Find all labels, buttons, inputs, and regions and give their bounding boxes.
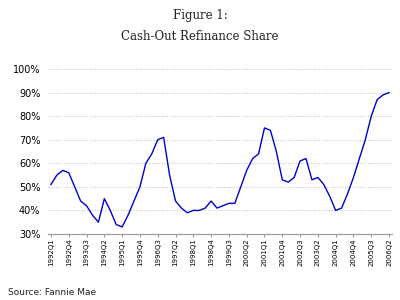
- Text: Cash-Out Refinance Share: Cash-Out Refinance Share: [121, 30, 279, 43]
- Text: Source: Fannie Mae: Source: Fannie Mae: [8, 288, 96, 297]
- Text: Figure 1:: Figure 1:: [173, 9, 227, 22]
